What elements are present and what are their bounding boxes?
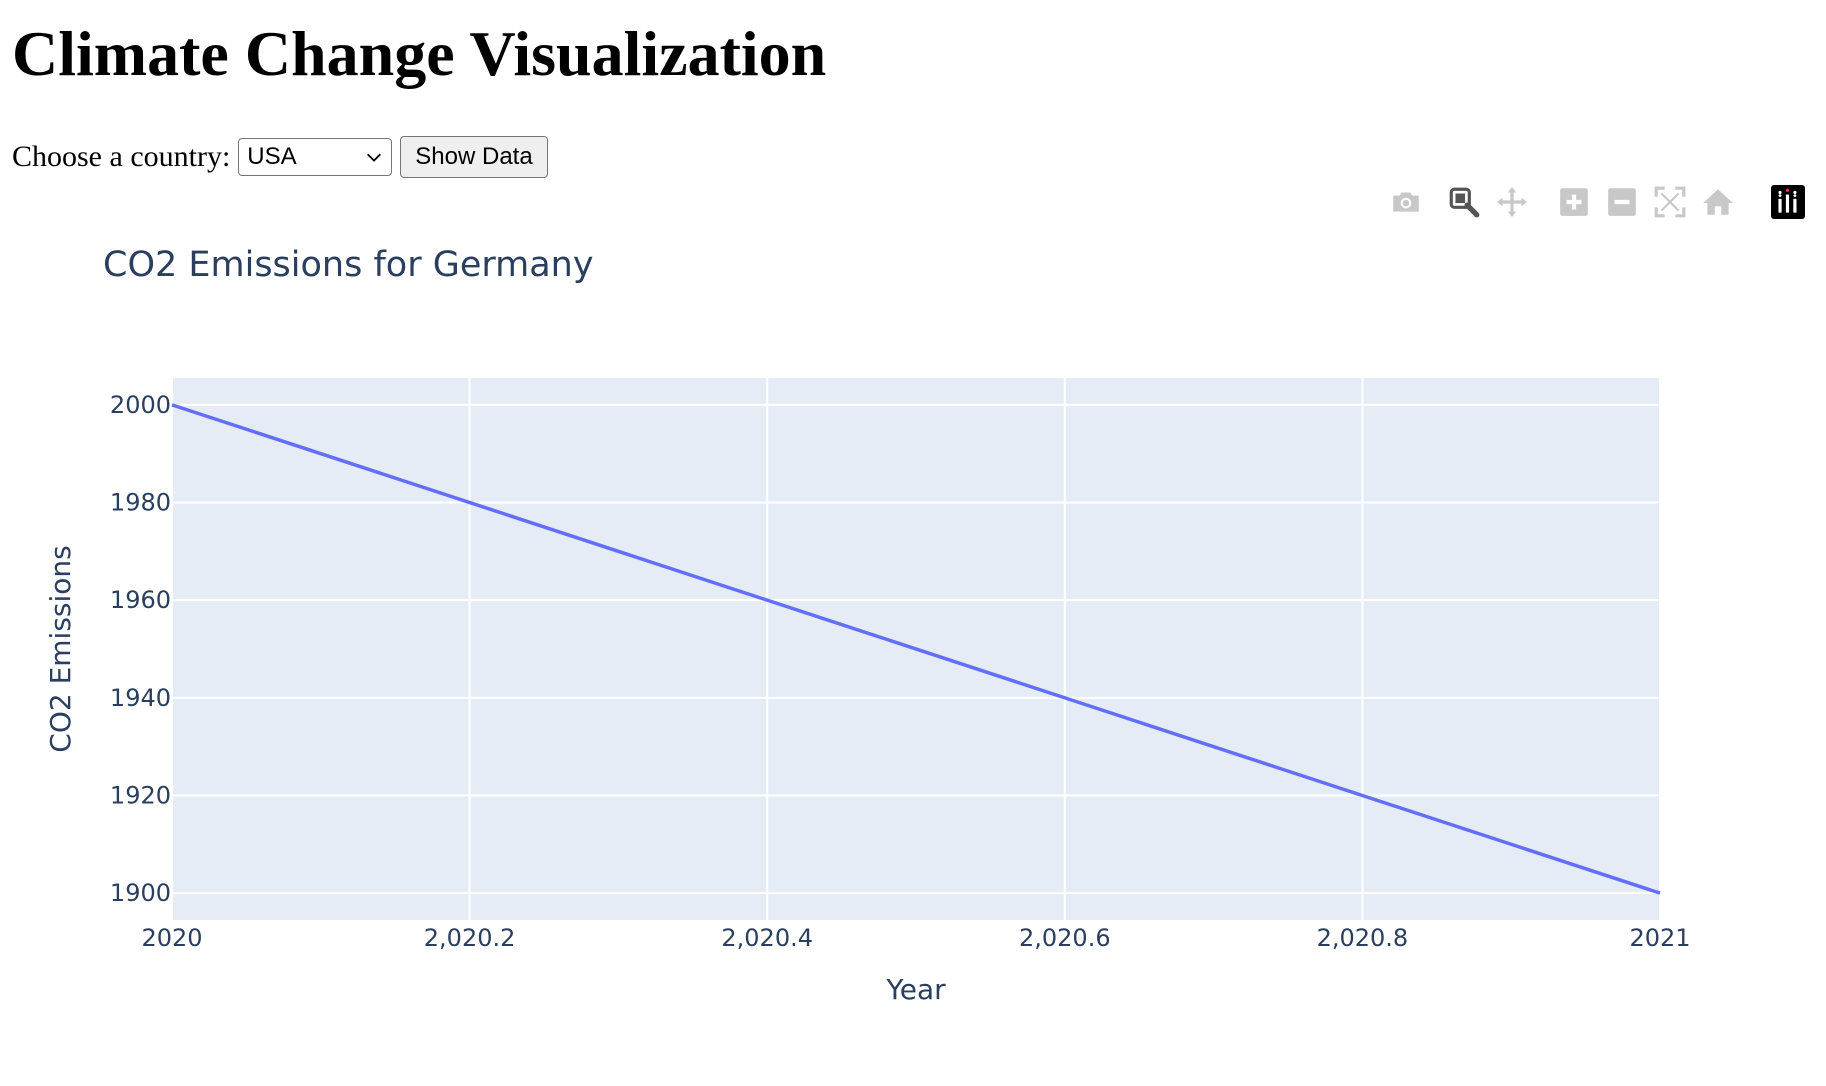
x-tick-label: 2020: [141, 924, 202, 952]
show-data-button[interactable]: Show Data: [400, 136, 548, 178]
y-tick-label: 1960: [110, 586, 171, 614]
y-tick-label: 1980: [110, 489, 171, 517]
x-tick-label: 2,020.8: [1317, 924, 1409, 952]
series-line: [171, 403, 1661, 895]
x-tick-label: 2,020.4: [721, 924, 813, 952]
y-tick-label: 1940: [110, 684, 171, 712]
y-axis-title: CO2 Emissions: [44, 545, 77, 752]
autoscale-icon[interactable]: [1650, 182, 1690, 222]
x-tick-label: 2,020.2: [424, 924, 516, 952]
zoom-out-icon[interactable]: [1602, 182, 1642, 222]
x-tick-label: 2,020.6: [1019, 924, 1111, 952]
chevron-down-icon: [367, 153, 382, 162]
y-tick-label: 2000: [110, 391, 171, 419]
country-label: Choose a country:: [12, 140, 231, 173]
home-icon[interactable]: [1698, 182, 1738, 222]
camera-icon[interactable]: [1386, 182, 1426, 222]
zoom-in-icon[interactable]: [1554, 182, 1594, 222]
chart-modebar: [1386, 182, 1816, 222]
x-tick-label: 2021: [1629, 924, 1690, 952]
zoom-icon[interactable]: [1444, 182, 1484, 222]
x-axis-title: Year: [885, 973, 946, 1006]
page-title: Climate Change Visualization: [12, 18, 827, 89]
y-tick-label: 1900: [110, 879, 171, 907]
chart-title: CO2 Emissions for Germany: [103, 245, 594, 285]
country-controls: Choose a country: USA Show Data: [12, 136, 548, 178]
pan-icon[interactable]: [1492, 182, 1532, 222]
country-select-value: USA: [247, 143, 297, 170]
country-select[interactable]: USA: [238, 138, 393, 176]
y-tick-label: 1920: [110, 781, 171, 809]
plotly-logo-icon[interactable]: [1768, 182, 1808, 222]
